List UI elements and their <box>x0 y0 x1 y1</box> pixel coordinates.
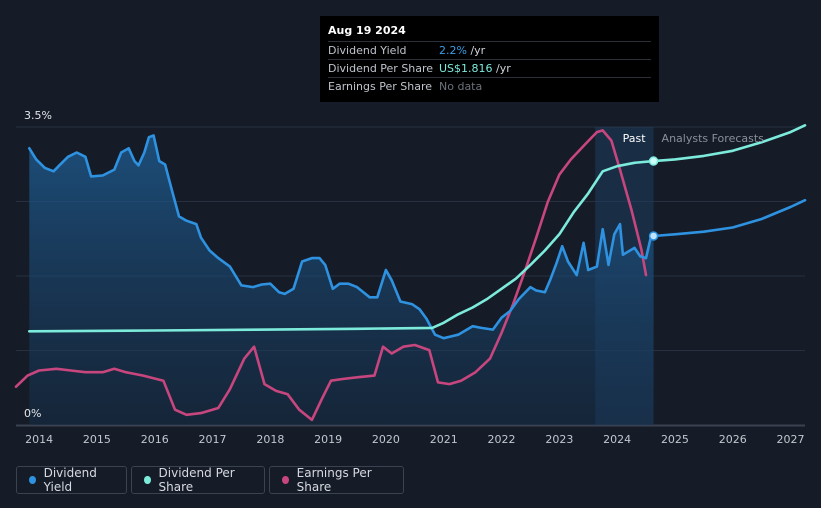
tooltip-label: Dividend Per Share <box>328 62 434 75</box>
hover-tooltip: Aug 19 2024 Dividend Yield 2.2% /yr Divi… <box>320 16 659 102</box>
y-tick-label: 3.5% <box>24 109 52 122</box>
dividend-yield-area <box>29 135 654 425</box>
legend-label: Earnings Per Share <box>296 466 372 494</box>
tooltip-row-dps: Dividend Per Share US$1.816 /yr <box>328 59 651 77</box>
x-tick-label: 2017 <box>199 433 227 446</box>
x-tick-label: 2022 <box>488 433 516 446</box>
tooltip-date: Aug 19 2024 <box>328 24 406 37</box>
dividend-per-share-line <box>28 159 655 333</box>
hover-markers <box>648 156 659 241</box>
dividend-per-share-forecast-line <box>652 124 807 163</box>
x-tick-label: 2021 <box>430 433 458 446</box>
yield-area-layer <box>29 135 654 425</box>
dividend-yield-forecast-line <box>652 198 807 238</box>
tooltip-row-yield: Dividend Yield 2.2% /yr <box>328 41 651 59</box>
forecast-label: Analysts Forecasts <box>662 132 765 145</box>
legend-item-dividend-yield[interactable]: Dividend Yield <box>16 466 127 494</box>
dividend-yield-line <box>28 134 655 340</box>
dividend-yield-marker <box>648 231 659 241</box>
series-lines <box>14 124 807 422</box>
x-tick-label: 2015 <box>83 433 111 446</box>
y-tick-label: 0% <box>24 407 41 420</box>
past-label: Past <box>623 132 647 145</box>
x-tick-label: 2027 <box>777 433 805 446</box>
x-tick-label: 2024 <box>603 433 631 446</box>
legend-label: Dividend Yield <box>43 466 97 494</box>
x-tick-label: 2025 <box>661 433 689 446</box>
legend-item-dividend-per-share[interactable]: Dividend Per Share <box>131 466 265 494</box>
tooltip-unit: /yr <box>466 44 486 57</box>
legend-label: Dividend Per Share <box>158 466 235 494</box>
tooltip-value: 2.2% <box>439 44 467 57</box>
legend-dot-icon <box>144 476 151 484</box>
earnings-per-share-line <box>14 129 648 422</box>
tooltip-value: No data <box>439 80 483 93</box>
tooltip-label: Dividend Yield <box>328 44 407 57</box>
legend-dot-icon <box>29 476 36 484</box>
x-tick-label: 2020 <box>372 433 400 446</box>
x-tick-label: 2026 <box>719 433 747 446</box>
tooltip-value: US$1.816 <box>439 62 493 75</box>
axis-labels: 2014 2015 2016 2017 2018 2019 2020 2021 2022 2023… <box>24 109 805 446</box>
legend-item-earnings-per-share[interactable]: Earnings Per Share <box>269 466 404 494</box>
x-tick-label: 2016 <box>141 433 169 446</box>
legend-dot-icon <box>282 476 289 484</box>
x-tick-label: 2019 <box>314 433 342 446</box>
dividend-per-share-marker <box>648 156 659 166</box>
x-tick-label: 2018 <box>256 433 284 446</box>
tooltip-unit: /yr <box>492 62 511 75</box>
tooltip-label: Earnings Per Share <box>328 80 433 93</box>
x-tick-label: 2023 <box>545 433 573 446</box>
x-tick-label: 2014 <box>25 433 53 446</box>
tooltip-row-eps: Earnings Per Share No data <box>328 77 651 95</box>
